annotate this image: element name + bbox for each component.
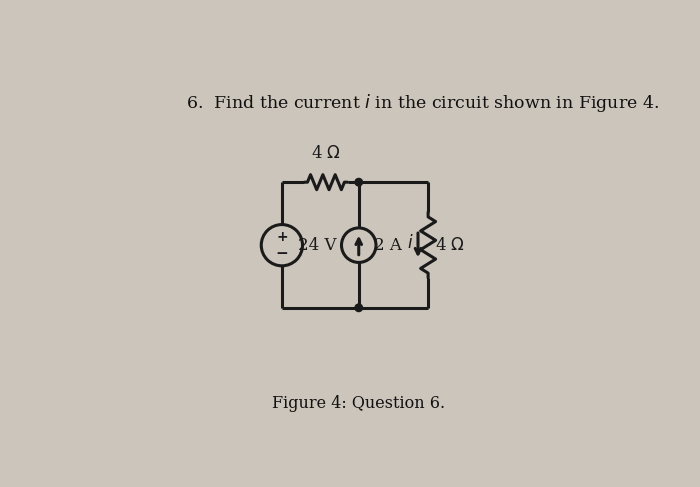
- Circle shape: [355, 178, 363, 186]
- Text: 6.  Find the current $i$ in the circuit shown in Figure 4.: 6. Find the current $i$ in the circuit s…: [186, 93, 659, 114]
- Circle shape: [355, 304, 363, 312]
- Text: −: −: [276, 245, 288, 261]
- Text: Figure 4: Question 6.: Figure 4: Question 6.: [272, 395, 445, 412]
- Text: 2 A: 2 A: [374, 237, 402, 254]
- Text: 4 $\Omega$: 4 $\Omega$: [311, 145, 341, 162]
- Text: 4 $\Omega$: 4 $\Omega$: [435, 237, 465, 254]
- Text: $i$: $i$: [407, 234, 414, 252]
- Text: +: +: [276, 230, 288, 244]
- Text: 24 V: 24 V: [298, 237, 337, 254]
